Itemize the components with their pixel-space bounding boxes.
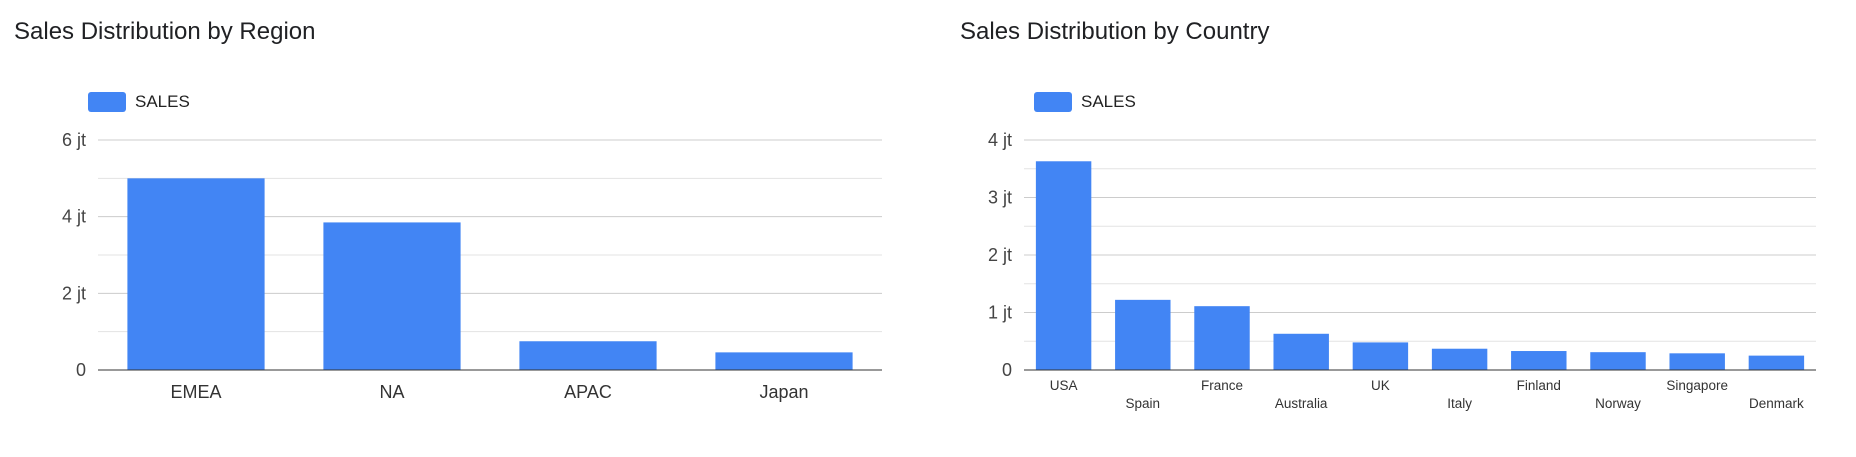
x-tick-label: Spain <box>1126 396 1161 411</box>
legend-label: SALES <box>135 92 190 111</box>
x-tick-label: USA <box>1050 378 1078 393</box>
y-tick-label: 2 jt <box>62 283 86 303</box>
bar <box>127 178 265 370</box>
bar <box>1431 348 1488 370</box>
y-tick-label: 4 jt <box>62 207 86 227</box>
x-tick-label: Italy <box>1447 396 1472 411</box>
bar <box>519 341 657 370</box>
y-tick-label: 0 <box>76 360 86 380</box>
y-tick-label: 4 jt <box>988 130 1012 150</box>
x-tick-label: UK <box>1371 378 1390 393</box>
chart-title: Sales Distribution by Country <box>960 18 1270 45</box>
bar-chart-country: 0 1 jt 2 jt 3 jt 4 jt USA Spain France Australia… <box>988 130 1816 411</box>
legend[interactable]: SALES <box>1034 92 1136 112</box>
x-tick-label: Japan <box>759 382 808 402</box>
y-tick-label: 0 <box>1002 360 1012 380</box>
x-tick-label: France <box>1201 378 1243 393</box>
bar <box>1669 353 1725 370</box>
bar <box>1115 299 1171 370</box>
bar <box>1194 306 1250 370</box>
x-tick-label: Norway <box>1595 396 1641 411</box>
legend-label: SALES <box>1081 92 1136 111</box>
bar <box>323 222 461 370</box>
x-tick-label: NA <box>379 382 404 402</box>
x-tick-label: EMEA <box>170 382 221 402</box>
chart-region-panel: Sales Distribution by Region SALES 0 2 jt… <box>14 0 914 457</box>
x-tick-label: APAC <box>564 382 612 402</box>
chart-title: Sales Distribution by Region <box>14 18 316 45</box>
x-tick-label: Australia <box>1275 396 1328 411</box>
y-tick-label: 1 jt <box>988 303 1012 323</box>
legend-swatch <box>88 92 126 112</box>
bar <box>1273 333 1329 370</box>
legend-swatch <box>1034 92 1072 112</box>
legend[interactable]: SALES <box>88 92 190 112</box>
bar <box>1352 342 1409 370</box>
x-tick-label: Denmark <box>1749 396 1804 411</box>
bar <box>715 352 853 370</box>
bar <box>1590 352 1646 370</box>
bar <box>1748 355 1805 370</box>
bar-chart-region: 0 2 jt 4 jt 6 jt EMEA NA APAC Japan <box>62 130 882 402</box>
bar <box>1035 161 1092 370</box>
chart-country-panel: Sales Distribution by Country SALES 0 1 j… <box>960 0 1856 457</box>
x-tick-label: Singapore <box>1666 378 1728 393</box>
y-tick-label: 6 jt <box>62 130 86 150</box>
y-tick-label: 3 jt <box>988 188 1012 208</box>
x-tick-label: Finland <box>1517 378 1561 393</box>
bar <box>1511 351 1567 370</box>
y-tick-label: 2 jt <box>988 245 1012 265</box>
